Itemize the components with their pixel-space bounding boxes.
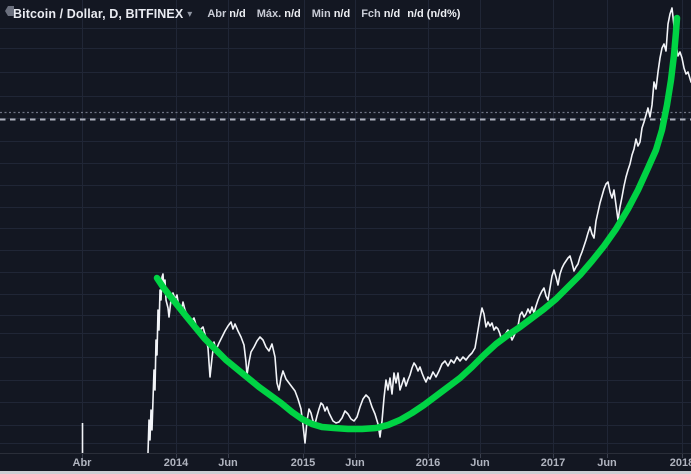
time-axis-tick — [82, 454, 83, 458]
time-axis-tick — [682, 454, 683, 458]
price-line-series[interactable] — [147, 7, 691, 453]
time-axis-tick — [176, 454, 177, 458]
ohlc-field-label: Min — [311, 8, 331, 20]
time-axis-tick — [553, 454, 554, 458]
change-value: n/d (n/d%) — [407, 8, 461, 20]
time-axis-tick — [428, 454, 429, 458]
time-axis-label: Jun — [470, 457, 490, 469]
chart-canvas[interactable] — [0, 0, 691, 453]
chevron-down-icon[interactable]: ▾ — [187, 8, 193, 20]
trend-annotation-curve[interactable] — [153, 14, 681, 433]
grid-lines — [0, 0, 691, 453]
ohlc-field: Abr n/d — [207, 8, 245, 20]
chart-series — [81, 7, 691, 453]
time-axis-tick — [355, 454, 356, 458]
time-axis-tick — [228, 454, 229, 458]
ohlc-field-value: n/d — [229, 8, 246, 20]
time-axis-label: Jun — [218, 457, 238, 469]
ohlc-field-value: n/d — [284, 8, 301, 20]
ohlc-field-label: Fch — [361, 8, 381, 20]
time-axis-label: Abr — [72, 457, 92, 469]
price-level-lines — [0, 111, 691, 121]
ohlc-field: Fch n/d — [361, 8, 400, 20]
time-axis-label: 2014 — [163, 457, 189, 469]
ohlc-fields: Abr n/d Máx. n/d Min n/d Fch n/d — [207, 8, 400, 20]
time-axis[interactable]: Abr 2014 Jun 2015 Jun 2016 Jun 2017 Jun 2018 — [0, 453, 691, 472]
time-axis-tick — [607, 454, 608, 458]
time-axis-label: 2015 — [290, 457, 316, 469]
time-axis-label: 2016 — [415, 457, 441, 469]
ohlc-field: Min n/d — [312, 8, 350, 20]
time-axis-label: Jun — [597, 457, 617, 469]
ohlc-field-label: Máx. — [256, 8, 282, 20]
window-bottom-edge — [0, 471, 691, 474]
symbol-legend: Bitcoin / Dollar, D, BITFINEX ▾ Abr n/d Má… — [5, 5, 460, 23]
ohlc-field: Máx. n/d — [257, 8, 301, 20]
ohlc-field-value: n/d — [333, 8, 351, 20]
symbol-title[interactable]: Bitcoin / Dollar, D, BITFINEX — [13, 7, 184, 21]
time-axis-tick — [480, 454, 481, 458]
time-axis-label: 2017 — [540, 457, 566, 469]
ohlc-field-value: n/d — [383, 8, 401, 20]
time-axis-label: 2018 — [669, 457, 691, 469]
time-axis-label: Jun — [345, 457, 365, 469]
ohlc-field-label: Abr — [207, 8, 227, 20]
time-axis-tick — [303, 454, 304, 458]
